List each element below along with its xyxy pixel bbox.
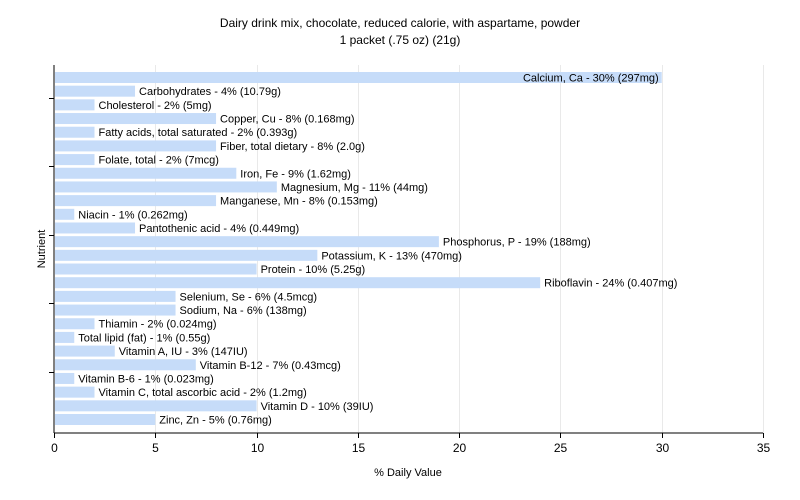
bar-label: Vitamin B-6 - 1% (0.023mg) (78, 373, 214, 385)
bar (55, 140, 217, 152)
bar-label: Copper, Cu - 8% (0.168mg) (220, 114, 355, 126)
bars (55, 72, 662, 425)
bar (55, 318, 95, 330)
bar-label: Fatty acids, total saturated - 2% (0.393… (99, 127, 298, 139)
bar-label: Zinc, Zn - 5% (0.76mg) (159, 415, 271, 427)
bar (55, 414, 156, 425)
x-tick-label: 20 (453, 441, 467, 455)
x-tick-label: 35 (757, 441, 771, 455)
bar (55, 126, 95, 138)
bar-label: Potassium, K - 13% (470mg) (321, 250, 462, 262)
bar-labels: Calcium, Ca - 30% (297mg) Carbohydrates -… (78, 73, 677, 427)
bar (55, 290, 176, 302)
bar-label: Selenium, Se - 6% (4.5mcg) (180, 291, 318, 303)
bar (55, 72, 662, 83)
bar-label: Sodium, Na - 6% (138mg) (180, 305, 307, 317)
bar-label: Folate, total - 2% (7mcg) (99, 155, 219, 167)
bar-label: Calcium, Ca - 30% (297mg) (523, 73, 659, 85)
y-axis-ticks (49, 98, 54, 373)
bar-label: Phosphorus, P - 19% (188mg) (443, 237, 591, 249)
bar (55, 304, 176, 316)
bar-label: Fiber, total dietary - 8% (2.0g) (220, 141, 365, 153)
y-axis-label: Nutrient (36, 230, 48, 269)
bar-label: Cholesterol - 2% (5mg) (99, 100, 212, 112)
bar-label: Pantothenic acid - 4% (0.449mg) (139, 223, 299, 235)
bar (55, 208, 75, 220)
bar (55, 154, 95, 166)
bar-label: Vitamin D - 10% (39IU) (261, 401, 374, 413)
x-axis-ticks: 0 5 10 15 20 25 30 35 (51, 433, 770, 455)
bar (55, 331, 75, 343)
gridlines (155, 65, 764, 433)
bar (55, 359, 196, 371)
bar-label: Thiamin - 2% (0.024mg) (99, 319, 217, 331)
bar-label: Protein - 10% (5.25g) (261, 264, 366, 276)
bar (55, 167, 237, 179)
bar (55, 249, 318, 261)
x-tick-label: 0 (51, 441, 58, 455)
bar (55, 372, 75, 384)
chart-title: Dairy drink mix, chocolate, reduced calo… (220, 16, 580, 30)
bar-label: Total lipid (fat) - 1% (0.55g) (78, 332, 210, 344)
bar (55, 85, 136, 97)
bar (55, 386, 95, 398)
bar (55, 277, 541, 289)
bar (55, 181, 277, 193)
bar (55, 99, 95, 111)
bar (55, 222, 136, 234)
bar-label: Niacin - 1% (0.262mg) (78, 209, 187, 221)
x-axis-label: % Daily Value (374, 467, 442, 479)
bar-label: Manganese, Mn - 8% (0.153mg) (220, 196, 378, 208)
bar-label: Vitamin A, IU - 3% (147IU) (119, 346, 248, 358)
chart-subtitle: 1 packet (.75 oz) (21g) (340, 33, 461, 47)
x-tick-label: 25 (554, 441, 568, 455)
bar (55, 345, 115, 357)
x-tick-label: 15 (352, 441, 366, 455)
bar-label: Carbohydrates - 4% (10.79g) (139, 86, 281, 98)
x-tick-label: 30 (656, 441, 670, 455)
x-tick-label: 10 (251, 441, 265, 455)
bar-label: Riboflavin - 24% (0.407mg) (544, 278, 677, 290)
bar-label: Iron, Fe - 9% (1.62mg) (240, 168, 351, 180)
bar (55, 113, 217, 125)
bar-label: Vitamin B-12 - 7% (0.43mcg) (200, 360, 341, 372)
bar (55, 195, 217, 207)
bar (55, 236, 439, 248)
bar-label: Vitamin C, total ascorbic acid - 2% (1.2… (99, 387, 307, 399)
bar-label: Magnesium, Mg - 11% (44mg) (281, 182, 428, 194)
bar (55, 400, 257, 412)
x-tick-label: 5 (152, 441, 159, 455)
bar (55, 263, 257, 275)
